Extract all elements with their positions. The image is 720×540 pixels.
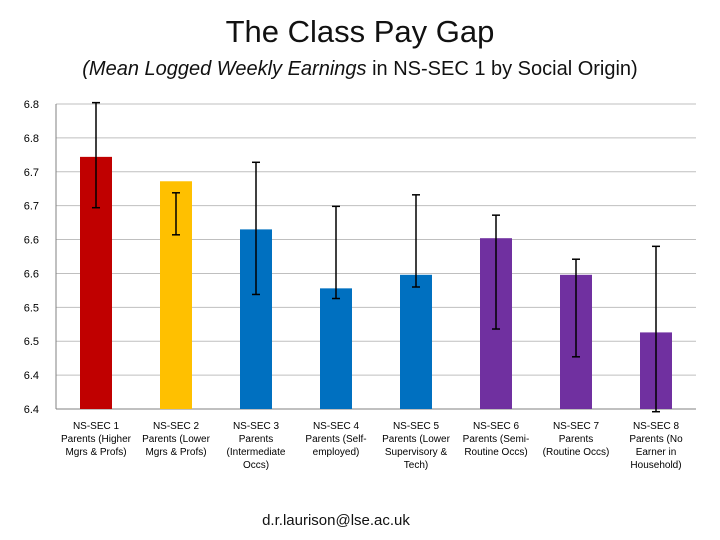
y-tick-label: 6.5 <box>24 336 39 348</box>
x-tick-label-line: Parents <box>558 434 594 445</box>
x-tick-label: NS-SEC 7 Parents (Routine Occs) <box>530 420 622 459</box>
chart-subtitle: (Mean Logged Weekly Earnings in NS-SEC 1… <box>0 58 720 81</box>
x-tick-label-line: Mgrs & Profs) <box>65 447 127 458</box>
footer-email: d.r.laurison@lse.ac.uk <box>262 512 410 529</box>
x-tick-label-line: Tech) <box>403 460 429 471</box>
x-tick-label-line: Routine Occs) <box>464 447 528 458</box>
x-tick-label-line: Household) <box>630 460 682 471</box>
x-tick-label-line: (Routine Occs) <box>542 447 610 458</box>
y-tick-label: 6.8 <box>24 133 39 145</box>
x-tick-label-line: NS-SEC 5 <box>392 421 440 432</box>
x-tick-label-line: NS-SEC 2 <box>152 421 200 432</box>
y-tick-label: 6.5 <box>24 302 39 314</box>
y-tick-label: 6.6 <box>24 235 39 247</box>
x-tick-label-line: (Intermediate <box>226 447 286 458</box>
x-tick-label-line: Parents (Self- <box>305 434 367 445</box>
x-tick-label-line: NS-SEC 3 <box>232 421 280 432</box>
y-tick-label: 6.7 <box>24 201 39 213</box>
chart-title: The Class Pay Gap <box>225 14 495 49</box>
subtitle-rest: in NS-SEC 1 by Social Origin) <box>366 58 638 80</box>
y-tick-label: 6.8 <box>24 99 39 111</box>
y-tick-label: 6.6 <box>24 268 39 280</box>
x-tick-label: NS-SEC 5 Parents (Lower Supervisory & Tech) <box>370 420 462 472</box>
x-tick-label: NS-SEC 2 Parents (Lower Mgrs & Profs) <box>130 420 222 459</box>
x-tick-label-line: Parents (Higher <box>60 434 132 445</box>
subtitle-italic: (Mean Logged Weekly Earnings <box>82 58 367 80</box>
x-tick-label-line: Parents (Lower <box>382 434 450 445</box>
x-tick-label: NS-SEC 8 Parents (No Earner in Household) <box>610 420 702 472</box>
x-tick-label-line: Occs) <box>242 460 270 471</box>
x-tick-label-line: Parents (Semi- <box>462 434 530 445</box>
x-tick-label-line: Parents <box>238 434 274 445</box>
x-tick-label-line: NS-SEC 4 <box>312 421 360 432</box>
x-tick-label-line: Parents (Lower <box>142 434 210 445</box>
x-tick-label: NS-SEC 1 Parents (Higher Mgrs & Profs) <box>50 420 142 459</box>
y-tick-label: 6.4 <box>24 370 39 382</box>
x-tick-label-line: Earner in <box>635 447 677 458</box>
bar <box>400 274 432 409</box>
x-tick-label-line: NS-SEC 1 <box>72 421 120 432</box>
y-tick-label: 6.7 <box>24 167 39 179</box>
x-tick-label-line: NS-SEC 8 <box>632 421 680 432</box>
x-tick-label: NS-SEC 3 Parents (Intermediate Occs) <box>210 420 302 472</box>
y-tick-label: 6.4 <box>24 404 39 416</box>
x-tick-label-line: Parents (No <box>629 434 683 445</box>
x-tick-label-line: employed) <box>312 447 360 458</box>
x-tick-label-line: NS-SEC 6 <box>472 421 520 432</box>
x-tick-label: NS-SEC 6 Parents (Semi- Routine Occs) <box>450 420 542 459</box>
bar <box>320 288 352 409</box>
x-tick-label-line: Supervisory & <box>384 447 448 458</box>
x-tick-label-line: NS-SEC 7 <box>552 421 600 432</box>
x-tick-label: NS-SEC 4 Parents (Self-employed) <box>290 420 382 459</box>
x-tick-label-line: Mgrs & Profs) <box>145 447 207 458</box>
